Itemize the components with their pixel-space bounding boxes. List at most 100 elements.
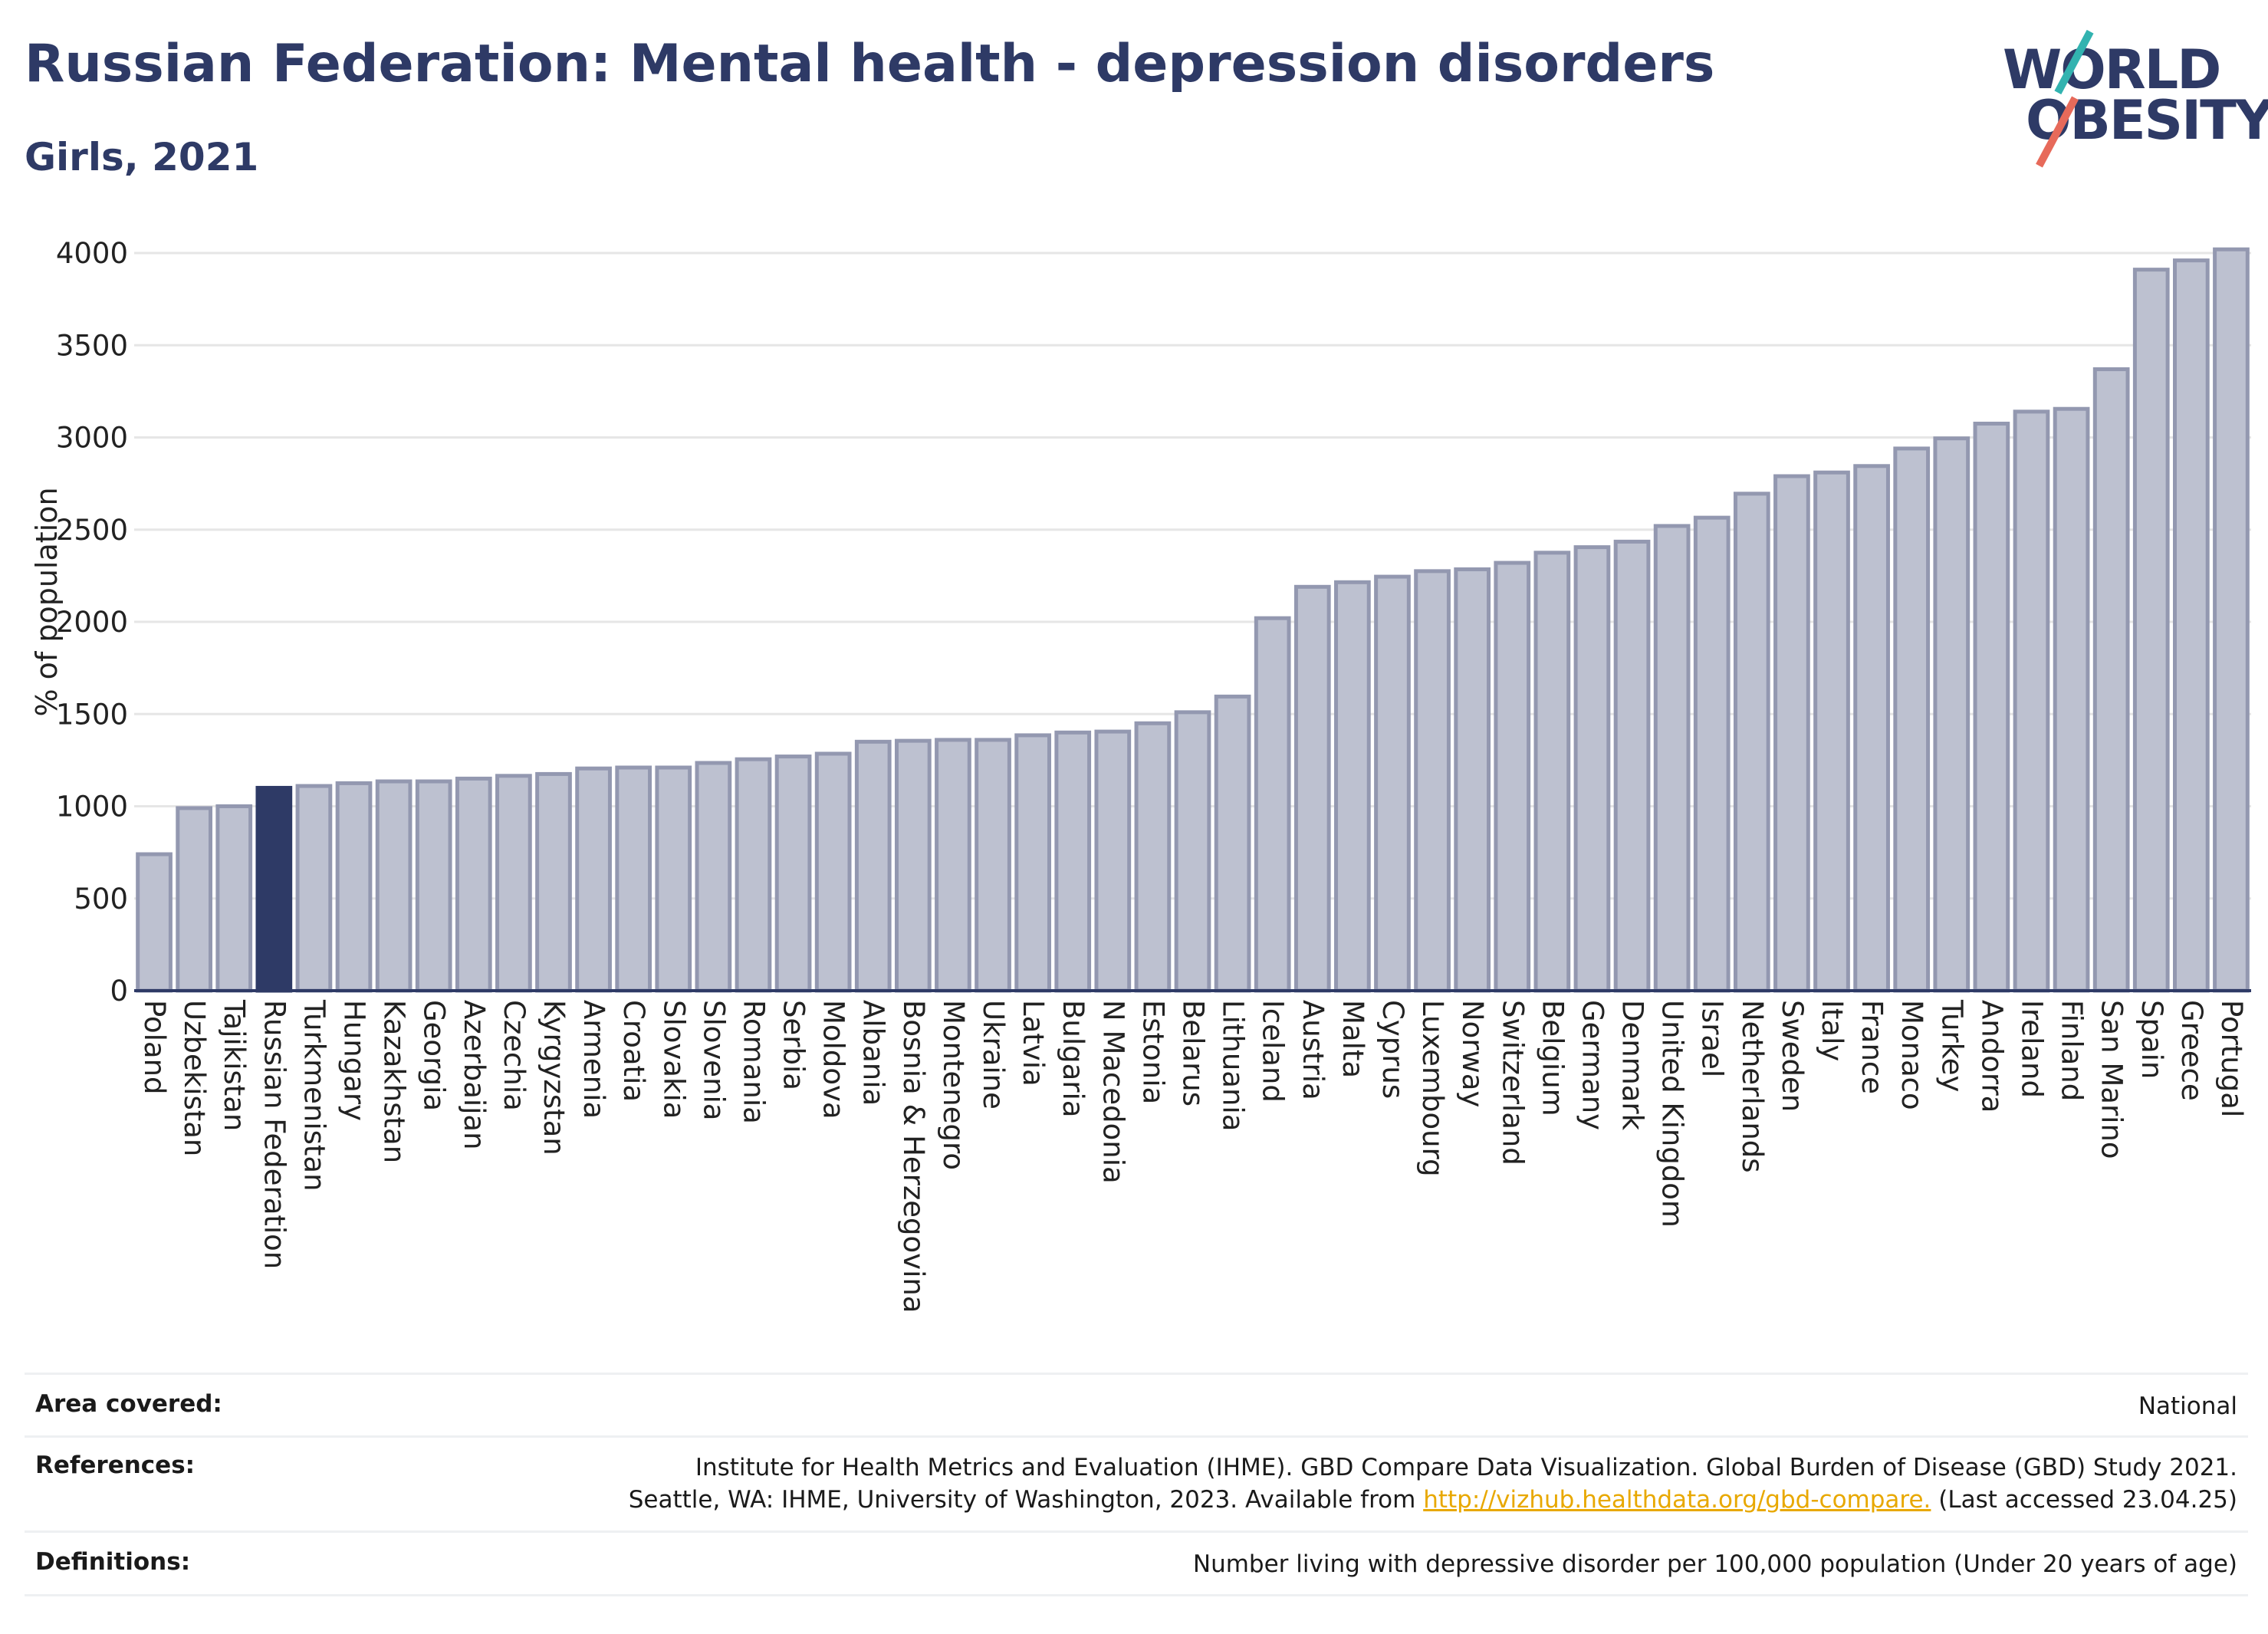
bar-hungary	[335, 781, 373, 993]
x-tick-label: Cyprus	[1376, 1000, 1409, 1099]
x-tick-label: Malta	[1336, 1000, 1369, 1078]
bar-moldova	[814, 751, 852, 993]
x-tick-label: Poland	[138, 1000, 171, 1095]
footer-table: Area covered: National References: Insti…	[25, 1373, 2248, 1596]
x-tick-label: N Macedonia	[1096, 1000, 1129, 1184]
y-axis-label: % of population	[30, 487, 64, 716]
bar-kyrgyzstan	[535, 771, 572, 993]
x-tick-label: Sweden	[1776, 1000, 1809, 1112]
x-tick-label: Greece	[2175, 1000, 2208, 1101]
bar-portugal	[2213, 247, 2250, 993]
bar-france	[1853, 464, 1890, 993]
bar-georgia	[415, 779, 452, 993]
bar-kazakhstan	[375, 779, 413, 993]
references-label: References:	[35, 1452, 196, 1479]
bar-united-kingdom	[1653, 524, 1691, 993]
x-tick-label: Belgium	[1536, 1000, 1569, 1116]
bar-armenia	[575, 766, 612, 993]
y-tick-label: 0	[110, 975, 128, 1008]
x-tick-label: Turkey	[1935, 999, 1968, 1092]
x-tick-labels: Poland Uzbekistan Tajikistan Russian Federa…	[138, 999, 2248, 1313]
y-tick-label: 3500	[56, 329, 128, 362]
y-tick-label: 3000	[56, 422, 128, 455]
x-tick-label: Czechia	[498, 1000, 531, 1111]
bar-san-marino	[2092, 367, 2130, 993]
x-tick-label: San Marino	[2095, 1000, 2128, 1159]
bar-monaco	[1893, 446, 1931, 993]
x-tick-label: Belarus	[1177, 1000, 1210, 1106]
definitions-value: Number living with depressive disorder p…	[1192, 1550, 2237, 1578]
x-tick-label: Israel	[1696, 1000, 1729, 1077]
x-tick-label: Slovakia	[657, 1000, 690, 1119]
references-value: Institute for Health Metrics and Evaluat…	[629, 1452, 2248, 1516]
x-tick-label: Austria	[1297, 1000, 1330, 1100]
x-tick-label: Spain	[2135, 1000, 2168, 1079]
x-tick-label: Slovenia	[697, 1000, 730, 1120]
bar-bosnia-herzegovina	[894, 738, 932, 993]
y-tick-label: 500	[74, 883, 128, 916]
bar-russian-federation	[255, 785, 293, 993]
references-line-2-suffix: (Last accessed 23.04.25)	[1931, 1486, 2237, 1514]
x-tick-label: Bosnia & Herzegovina	[897, 1000, 930, 1313]
bar-sweden	[1773, 474, 1810, 993]
bar-austria	[1293, 584, 1331, 993]
y-tick-label: 4000	[56, 237, 128, 270]
bar-n-macedonia	[1094, 729, 1132, 993]
bar-italy	[1813, 470, 1850, 993]
bar-azerbaijan	[455, 776, 492, 993]
x-tick-label: United Kingdom	[1656, 1000, 1689, 1228]
references-line-1: Institute for Health Metrics and Evaluat…	[695, 1454, 2237, 1481]
bar-lithuania	[1214, 694, 1251, 993]
chart-subtitle: Girls, 2021	[25, 135, 259, 179]
bar-ukraine	[975, 738, 1011, 993]
x-tick-label: Bulgaria	[1057, 1000, 1090, 1117]
x-tick-label: Netherlands	[1736, 1000, 1769, 1173]
x-tick-label: Romania	[737, 1000, 770, 1124]
bar-cyprus	[1374, 574, 1411, 993]
y-tick-label: 2500	[56, 514, 128, 547]
x-tick-label: Luxembourg	[1416, 1000, 1449, 1177]
bar-montenegro	[935, 738, 971, 993]
x-tick-label: Germany	[1576, 1000, 1609, 1130]
x-tick-label: Italy	[1816, 1000, 1849, 1061]
x-tick-label: Lithuania	[1217, 1000, 1250, 1131]
references-link[interactable]: http://vizhub.healthdata.org/gbd-compare…	[1423, 1486, 1931, 1514]
bar-bulgaria	[1054, 730, 1092, 993]
definitions-label: Definitions:	[35, 1548, 191, 1576]
area-covered-value: National	[2138, 1392, 2237, 1420]
x-tick-label: Hungary	[338, 1000, 371, 1121]
x-tick-label: Azerbaijan	[458, 1000, 491, 1150]
bar-estonia	[1134, 721, 1172, 993]
y-tick-label: 1500	[56, 698, 128, 731]
bar-denmark	[1613, 539, 1651, 993]
x-tick-label: Tajikistan	[218, 999, 251, 1131]
x-tick-label: Finland	[2056, 1000, 2089, 1101]
chart-title: Russian Federation: Mental health - depr…	[25, 34, 1715, 94]
bar-tajikistan	[215, 804, 253, 993]
x-tick-label: Montenegro	[937, 1000, 970, 1170]
bar-malta	[1334, 580, 1371, 993]
bar-turkey	[1933, 436, 1971, 993]
x-tick-label: Croatia	[617, 1000, 650, 1102]
bar-croatia	[615, 765, 652, 993]
y-tick-labels: 0 500 1000 1500 2000 2500 3000 3500 4000	[56, 237, 128, 1008]
bar-israel	[1693, 515, 1731, 993]
x-tick-label: Uzbekistan	[178, 1000, 211, 1156]
x-tick-label: Portugal	[2215, 1000, 2248, 1117]
x-tick-label: Albania	[857, 1000, 890, 1106]
bar-slovenia	[695, 761, 732, 993]
y-tick-label: 1000	[56, 791, 128, 824]
bar-romania	[735, 757, 772, 993]
bar-slovakia	[655, 765, 692, 993]
bar-ireland	[2013, 409, 2050, 993]
x-tick-label: France	[1855, 1000, 1888, 1094]
logo-line-1: WORLD	[2003, 38, 2221, 101]
bar-finland	[2053, 406, 2090, 993]
x-tick-label: Monaco	[1895, 1000, 1928, 1110]
x-tick-label: Russian Federation	[258, 1000, 291, 1269]
bar-switzerland	[1494, 561, 1531, 993]
bars	[136, 247, 2250, 993]
bar-belarus	[1174, 710, 1211, 993]
bar-netherlands	[1733, 492, 1770, 993]
